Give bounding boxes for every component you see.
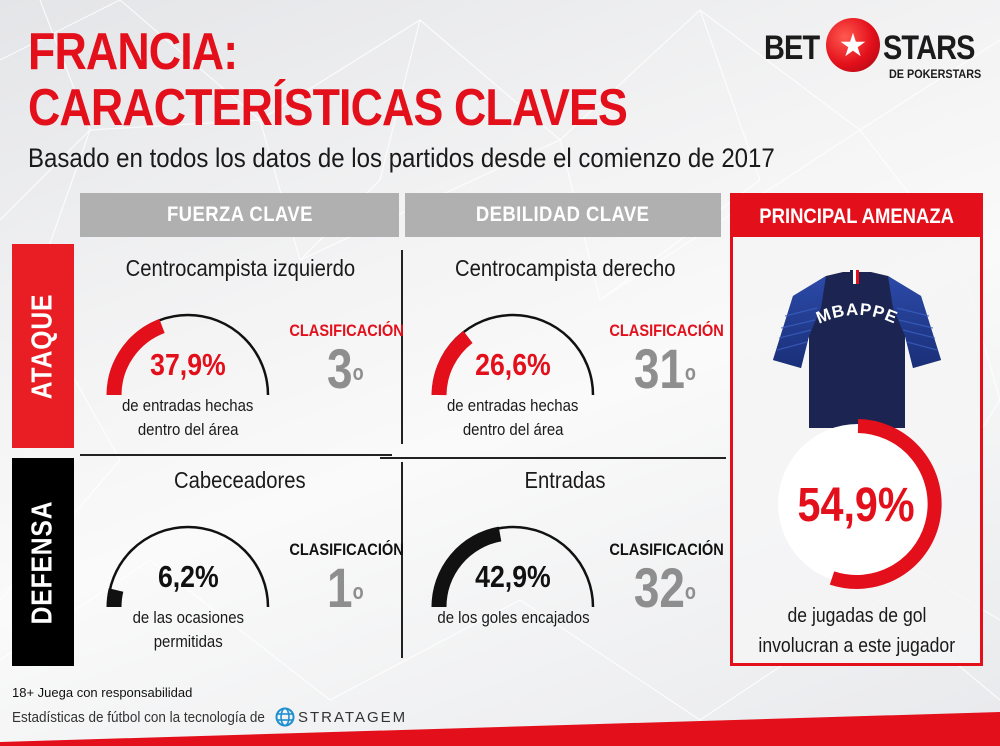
caption-line-2: dentro del área — [462, 420, 564, 439]
column-header-strength-label: FUERZA CLAVE — [166, 203, 313, 226]
rank-block: CLASIFICACIÓN 1o — [280, 540, 410, 616]
rank-value: 32o — [634, 560, 696, 616]
rank-suffix: o — [685, 360, 697, 385]
cell-attack-strength: Centrocampista izquierdo 37,9% de entrad… — [80, 255, 404, 450]
threat-value-text: 54,9% — [797, 479, 916, 532]
cell-attack-weakness: Centrocampista derecho 26,6% de entradas… — [405, 255, 725, 450]
rank-suffix: o — [685, 579, 697, 604]
gauge-value-text: 37,9% — [150, 347, 226, 382]
cell-defense-weakness: Entradas 42,9% de los goles encajados CL… — [405, 467, 725, 662]
rank-label: CLASIFICACIÓN — [289, 321, 404, 340]
threat-caption: de jugadas de gol involucran a este juga… — [733, 601, 980, 661]
jersey-icon: MBAPPE — [773, 270, 941, 428]
title-line-2: CARACTERÍSTICAS CLAVES — [28, 79, 628, 137]
gauge-value-text: 42,9% — [475, 559, 551, 594]
caption-line-1: de los goles encajados — [436, 608, 590, 627]
rank-label: CLASIFICACIÓN — [609, 540, 724, 559]
rank-value: 3o — [327, 341, 364, 397]
cell-heading-text: Cabeceadores — [174, 467, 306, 493]
title-line-1: FRANCIA: — [28, 23, 238, 81]
cell-heading-text: Centrocampista derecho — [454, 255, 676, 281]
threat-value: 54,9% — [733, 478, 980, 533]
grid-divider-vertical-bottom — [401, 462, 403, 658]
gauge-caption: de entradas hechas dentro del área — [413, 394, 613, 442]
rank-suffix: o — [352, 360, 364, 385]
rank-value: 31o — [634, 341, 696, 397]
grid-divider-horizontal-left — [80, 454, 392, 456]
caption-line-1: de entradas hechas — [122, 396, 254, 415]
cell-heading: Centrocampista derecho — [405, 255, 725, 282]
globe-icon — [275, 707, 295, 727]
cell-heading-text: Centrocampista izquierdo — [125, 255, 355, 281]
rank-label: CLASIFICACIÓN — [289, 540, 404, 559]
cell-heading-text: Entradas — [524, 467, 606, 493]
gauge-chart — [106, 525, 270, 608]
rank-number: 32 — [633, 556, 686, 619]
logo-stars: STARS — [883, 29, 975, 67]
star-glyph: ★ — [838, 27, 868, 63]
rank-suffix: o — [352, 579, 364, 604]
rank-number: 3 — [326, 337, 353, 400]
row-label-defense: DEFENSA — [12, 458, 74, 666]
stratagem-name: STRATAGEM — [298, 708, 408, 726]
threat-caption-line-2: involucran a este jugador — [758, 635, 955, 657]
cell-heading: Centrocampista izquierdo — [80, 255, 400, 282]
rank-value: 1o — [327, 560, 364, 616]
betstars-logo: BET ★ STARS DE POKERSTARS — [764, 15, 984, 81]
row-label-attack-text: ATAQUE — [26, 293, 59, 399]
subtitle: Basado en todos los datos de los partido… — [28, 143, 775, 173]
grid-divider-horizontal-right — [380, 457, 726, 459]
rank-block: CLASIFICACIÓN 3o — [280, 321, 410, 397]
row-label-attack: ATAQUE — [12, 244, 74, 448]
gauge-caption: de los goles encajados — [413, 606, 613, 630]
logo-bet: BET — [764, 29, 820, 67]
grid-divider-vertical-top — [401, 250, 403, 444]
caption-line-2: permitidas — [153, 632, 223, 651]
gauge-value: 37,9% — [98, 307, 278, 397]
responsible-gambling-note: 18+ Juega con responsabilidad — [12, 685, 193, 700]
stratagem-logo: STRATAGEM — [275, 707, 407, 727]
rank-label: CLASIFICACIÓN — [609, 321, 724, 340]
gauge-caption: de entradas hechas dentro del área — [88, 394, 288, 442]
rank-number: 1 — [326, 556, 353, 619]
gauge-value: 6,2% — [98, 519, 278, 609]
gauge-chart — [106, 313, 270, 396]
ring-chart — [778, 419, 942, 589]
gauge-value: 26,6% — [423, 307, 603, 397]
threat-caption-line-1: de jugadas de gol — [787, 605, 926, 627]
gauge-chart — [431, 525, 595, 608]
star-ball-icon: ★ — [826, 18, 880, 72]
rank-block: CLASIFICACIÓN 32o — [600, 540, 730, 616]
threat-header: PRINCIPAL AMENAZA — [733, 196, 980, 237]
gauge-chart — [431, 313, 595, 396]
column-header-weakness-label: DEBILIDAD CLAVE — [476, 203, 650, 226]
gauge-value: 42,9% — [423, 519, 603, 609]
caption-line-2: dentro del área — [137, 420, 239, 439]
caption-line-1: de las ocasiones — [132, 608, 244, 627]
row-label-defense-text: DEFENSA — [26, 500, 59, 624]
tech-credit: Estadísticas de fútbol con la tecnología… — [12, 707, 407, 727]
tech-credit-text: Estadísticas de fútbol con la tecnología… — [12, 708, 265, 726]
caption-line-1: de entradas hechas — [447, 396, 579, 415]
gauge-caption: de las ocasiones permitidas — [88, 606, 288, 654]
cell-defense-strength: Cabeceadores 6,2% de las ocasiones permi… — [80, 467, 404, 662]
column-header-weakness: DEBILIDAD CLAVE — [405, 193, 721, 237]
cell-heading: Entradas — [405, 467, 725, 494]
threat-header-text: PRINCIPAL AMENAZA — [759, 204, 954, 228]
column-header-strength: FUERZA CLAVE — [80, 193, 399, 237]
logo-subtitle: DE POKERSTARS — [889, 67, 982, 81]
cell-heading: Cabeceadores — [80, 467, 400, 494]
page-title: FRANCIA: CARACTERÍSTICAS CLAVES — [28, 23, 628, 137]
rank-number: 31 — [633, 337, 686, 400]
gauge-value-text: 6,2% — [157, 559, 219, 594]
rank-block: CLASIFICACIÓN 31o — [600, 321, 730, 397]
threat-panel: PRINCIPAL AMENAZA MBAPPE 54,9% de jugada… — [730, 193, 983, 666]
gauge-value-text: 26,6% — [475, 347, 551, 382]
